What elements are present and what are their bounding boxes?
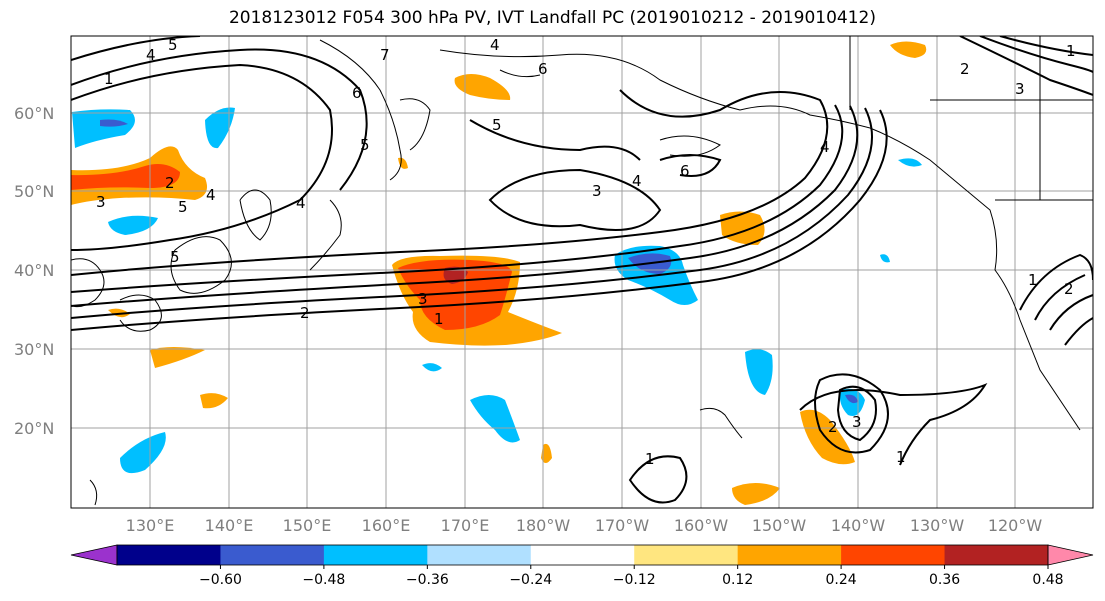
colorbar-tick-label: −0.24 xyxy=(509,572,552,588)
map-title: 2018123012 F054 300 hPa PV, IVT Landfall… xyxy=(228,8,876,28)
lat-label: 20°N xyxy=(14,419,54,438)
latitude-labels: 60°N 50°N 40°N 30°N 20°N xyxy=(14,104,54,438)
plot-area: 5 4 1 3 2 4 5 4 7 6 5 3 4 6 4 1 2 3 1 2 … xyxy=(71,36,1093,508)
colorbar-cell xyxy=(323,545,428,565)
svg-text:2: 2 xyxy=(165,174,175,192)
pv-shading xyxy=(71,41,927,505)
colorbar-extend-high xyxy=(1047,544,1094,566)
svg-text:1: 1 xyxy=(1066,42,1076,60)
svg-text:5: 5 xyxy=(492,116,502,134)
colorbar-cell xyxy=(634,545,739,565)
svg-text:6: 6 xyxy=(538,60,548,78)
svg-text:5: 5 xyxy=(170,248,180,266)
svg-text:4: 4 xyxy=(490,36,500,54)
lon-label: 150°E xyxy=(283,516,332,535)
pv-contours xyxy=(71,36,1093,504)
svg-text:3: 3 xyxy=(852,413,862,431)
colorbar-cell xyxy=(117,545,221,565)
colorbar-cell xyxy=(944,545,1049,565)
lat-label: 50°N xyxy=(14,182,54,201)
colorbar-tick-label: −0.60 xyxy=(199,572,242,588)
svg-text:1: 1 xyxy=(896,448,906,466)
svg-text:4: 4 xyxy=(632,172,642,190)
lon-label: 170°E xyxy=(441,516,490,535)
longitude-labels: 130°E 140°E 150°E 160°E 170°E 180°W 170°… xyxy=(126,516,1043,535)
colorbar: −0.60 −0.48 −0.36 −0.24 −0.12 0.12 0.24 0.36 0.4… xyxy=(70,544,1094,588)
svg-text:3: 3 xyxy=(418,290,428,308)
svg-text:4: 4 xyxy=(296,194,306,212)
plot-frame xyxy=(70,35,1094,509)
svg-text:1: 1 xyxy=(1028,271,1038,289)
svg-text:2: 2 xyxy=(828,418,838,436)
lat-label: 30°N xyxy=(14,340,54,359)
svg-text:2: 2 xyxy=(1064,280,1074,298)
lon-label: 130°W xyxy=(910,516,965,535)
lon-label: 150°W xyxy=(752,516,807,535)
colorbar-tick-label: −0.36 xyxy=(406,572,449,588)
colorbar-tick-label: 0.12 xyxy=(722,572,753,588)
colorbar-cell xyxy=(841,545,946,565)
colorbar-cell xyxy=(427,545,532,565)
colorbar-cell xyxy=(530,545,635,565)
lon-label: 120°W xyxy=(988,516,1043,535)
lon-label: 130°E xyxy=(126,516,175,535)
svg-text:4: 4 xyxy=(206,186,216,204)
colorbar-tick-label: 0.36 xyxy=(929,572,960,588)
contour-labels: 5 4 1 3 2 4 5 4 7 6 5 3 4 6 4 1 2 3 1 2 … xyxy=(96,36,1076,468)
lon-label: 160°W xyxy=(674,516,729,535)
svg-text:5: 5 xyxy=(168,36,178,54)
svg-text:6: 6 xyxy=(352,84,362,102)
svg-text:4: 4 xyxy=(146,46,156,64)
svg-text:3: 3 xyxy=(96,193,106,211)
svg-text:3: 3 xyxy=(1015,80,1025,98)
svg-text:3: 3 xyxy=(592,182,602,200)
svg-text:2: 2 xyxy=(300,304,310,322)
colorbar-cell xyxy=(220,545,325,565)
colorbar-tick-label: 0.24 xyxy=(826,572,857,588)
svg-text:1: 1 xyxy=(434,310,444,328)
lon-label: 170°W xyxy=(595,516,650,535)
lon-label: 140°W xyxy=(831,516,886,535)
colorbar-tick-label: 0.48 xyxy=(1032,572,1063,588)
svg-text:6: 6 xyxy=(680,162,690,180)
lon-label: 160°E xyxy=(362,516,411,535)
svg-text:4: 4 xyxy=(820,138,830,156)
lat-label: 60°N xyxy=(14,104,54,123)
svg-text:1: 1 xyxy=(104,70,114,88)
svg-text:1: 1 xyxy=(645,450,655,468)
colorbar-tick-label: −0.48 xyxy=(302,572,345,588)
lat-label: 40°N xyxy=(14,261,54,280)
coastlines xyxy=(71,36,1093,506)
svg-text:5: 5 xyxy=(178,198,188,216)
colorbar-extend-low xyxy=(70,544,118,566)
lon-label: 140°E xyxy=(205,516,254,535)
svg-text:5: 5 xyxy=(360,136,370,154)
colorbar-cell xyxy=(737,545,842,565)
svg-text:2: 2 xyxy=(960,60,970,78)
lon-label: 180°W xyxy=(516,516,571,535)
colorbar-tick-label: −0.12 xyxy=(613,572,656,588)
svg-text:7: 7 xyxy=(380,46,390,64)
